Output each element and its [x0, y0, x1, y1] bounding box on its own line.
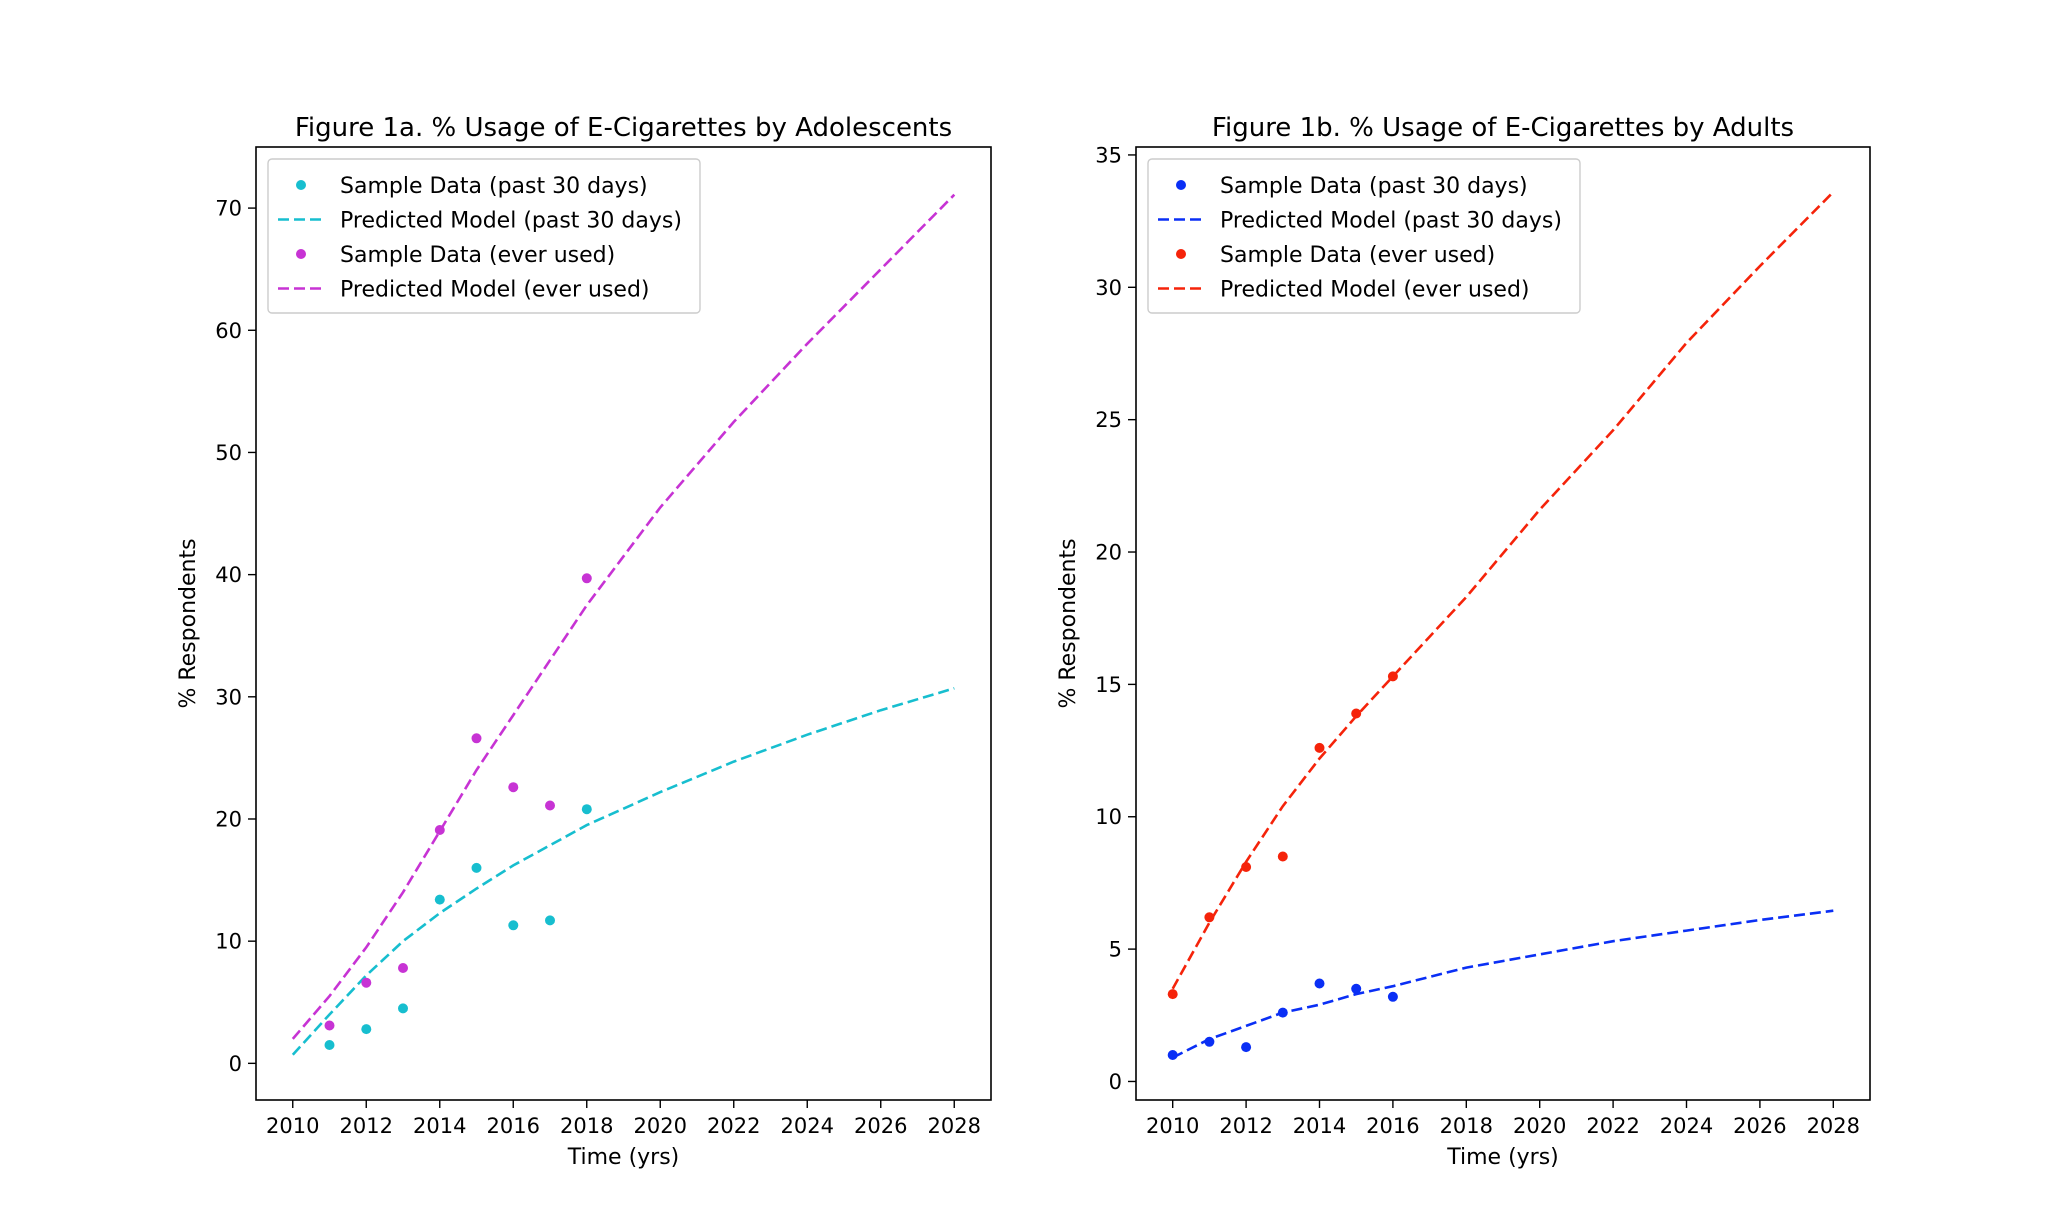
data-point: [1277, 851, 1288, 862]
data-point: [398, 1003, 408, 1014]
chart-title: Figure 1b. % Usage of E-Cigarettes by Ad…: [1212, 113, 1794, 143]
legend-entry-label: Sample Data (ever used): [1220, 243, 1495, 268]
data-point: [1351, 708, 1362, 719]
x-tick-label: 2028: [1807, 1114, 1860, 1138]
data-point: [324, 1040, 335, 1050]
series-line: [291, 687, 955, 1056]
chart-adolescents: Figure 1a. % Usage of E-Cigarettes by Ad…: [176, 113, 992, 1170]
data-point: [581, 804, 592, 815]
x-tick-label: 2020: [634, 1114, 687, 1138]
y-tick-label: 30: [215, 685, 242, 709]
legend-box: [1147, 158, 1581, 314]
data-point: [398, 963, 408, 973]
y-tick-label: 10: [215, 930, 242, 954]
y-tick-label: 70: [215, 197, 242, 221]
data-point: [361, 1024, 372, 1035]
y-axis-label: % Respondents: [1056, 538, 1081, 708]
data-point: [1167, 989, 1178, 1000]
x-tick-label: 2018: [1440, 1114, 1493, 1138]
legend-marker-swatch: [296, 249, 306, 259]
data-point: [1314, 742, 1325, 753]
legend: Sample Data (past 30 days) Predicted Mode…: [1147, 158, 1581, 314]
x-tick-label: 2020: [1513, 1114, 1566, 1138]
chart-adults: Figure 1b. % Usage of E-Cigarettes by Ad…: [1056, 113, 1871, 1170]
x-tick-label: 2026: [1733, 1114, 1786, 1138]
data-point: [581, 573, 592, 584]
data-point: [1241, 1042, 1252, 1053]
x-tick-label: 2022: [707, 1114, 760, 1138]
plot-area-frame: [255, 146, 992, 1101]
y-tick-label: 5: [1109, 938, 1122, 962]
data-point: [1314, 978, 1325, 989]
data-point: [434, 894, 445, 905]
legend-entry-label: Sample Data (past 30 days): [340, 174, 648, 199]
y-tick-label: 35: [1095, 143, 1122, 167]
data-point: [1204, 912, 1215, 923]
legend-entry-label: Predicted Model (past 30 days): [1220, 209, 1562, 234]
data-point: [1387, 991, 1398, 1002]
legend: Sample Data (past 30 days) Predicted Mode…: [267, 158, 701, 314]
legend-box: [267, 158, 701, 314]
x-tick-label: 2026: [854, 1114, 907, 1138]
x-tick-label: 2012: [1219, 1114, 1272, 1138]
data-point: [508, 782, 519, 793]
data-point: [1241, 862, 1252, 872]
y-tick-label: 0: [229, 1052, 242, 1076]
y-tick-label: 40: [215, 563, 242, 587]
x-tick-label: 2014: [1293, 1114, 1346, 1138]
y-tick-label: 60: [215, 319, 242, 343]
y-tick-label: 50: [215, 441, 242, 465]
legend-entry-label: Sample Data (ever used): [340, 243, 615, 268]
legend-entry-label: Predicted Model (past 30 days): [340, 209, 682, 234]
series-line: [1171, 191, 1835, 990]
x-tick-label: 2010: [1146, 1114, 1199, 1138]
x-axis-label: Time (yrs): [1446, 1145, 1559, 1170]
x-tick-label: 2024: [1660, 1114, 1713, 1138]
series-line: [291, 193, 956, 1040]
y-tick-label: 20: [215, 807, 242, 831]
data-point: [361, 977, 372, 988]
data-point: [508, 920, 519, 931]
chart-title: Figure 1a. % Usage of E-Cigarettes by Ad…: [295, 113, 952, 143]
legend-marker-swatch: [1176, 249, 1186, 259]
x-tick-label: 2010: [266, 1114, 319, 1138]
legend-marker-swatch: [296, 180, 306, 190]
plot-area-frame: [1135, 146, 1871, 1101]
y-tick-label: 30: [1095, 276, 1122, 300]
x-tick-label: 2022: [1586, 1114, 1639, 1138]
y-tick-label: 0: [1109, 1070, 1122, 1094]
y-tick-label: 15: [1095, 673, 1122, 697]
x-tick-label: 2014: [413, 1114, 466, 1138]
x-tick-label: 2016: [1366, 1114, 1419, 1138]
legend-entry-label: Sample Data (past 30 days): [1220, 174, 1528, 199]
x-tick-label: 2016: [487, 1114, 540, 1138]
x-axis-label: Time (yrs): [567, 1145, 680, 1170]
x-tick-label: 2018: [560, 1114, 613, 1138]
series-line: [1172, 909, 1834, 1059]
legend-entry-label: Predicted Model (ever used): [340, 278, 650, 303]
y-tick-label: 20: [1095, 541, 1122, 565]
data-point: [545, 915, 555, 926]
data-point: [1351, 983, 1362, 994]
y-axis-label: % Respondents: [176, 538, 201, 708]
y-tick-label: 10: [1095, 805, 1122, 829]
x-tick-label: 2012: [340, 1114, 393, 1138]
x-tick-label: 2028: [928, 1114, 981, 1138]
data-point: [471, 862, 482, 873]
legend-marker-swatch: [1176, 180, 1186, 190]
legend-entry-label: Predicted Model (ever used): [1220, 278, 1530, 303]
y-tick-label: 25: [1095, 408, 1122, 432]
data-point: [545, 800, 555, 811]
x-tick-label: 2024: [781, 1114, 834, 1138]
data-point: [471, 733, 482, 744]
data-point: [324, 1020, 335, 1031]
